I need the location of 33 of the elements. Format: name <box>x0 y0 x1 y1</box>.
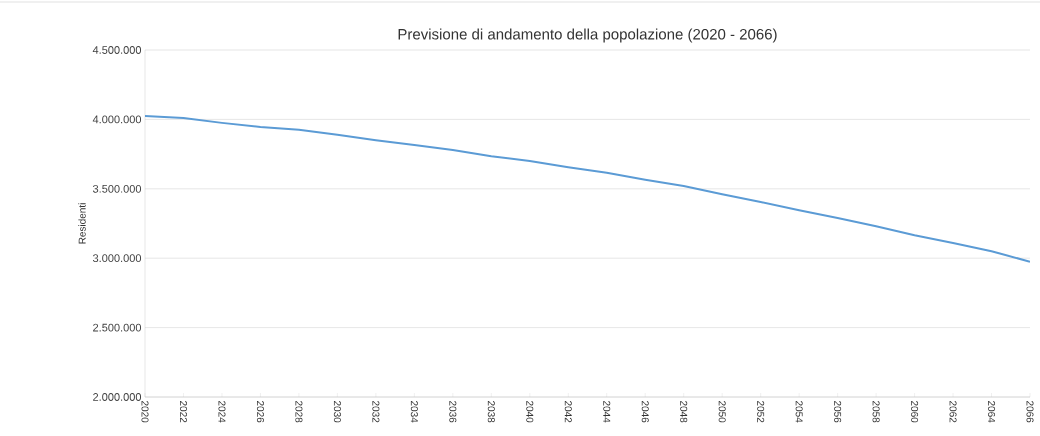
x-tick-label: 2034 <box>410 401 418 423</box>
y-tick-label: 2.500.000 <box>93 323 142 332</box>
x-tick-label: 2036 <box>449 401 457 423</box>
x-tick-label: 2040 <box>526 401 534 423</box>
x-tick-label: 2042 <box>564 401 572 423</box>
chart-title: Previsione di andamento della popolazione (2020 - 2066) <box>398 28 777 43</box>
y-tick-label: 4.000.000 <box>92 115 142 124</box>
x-tick-label: 2022 <box>179 401 188 423</box>
x-tick-label: 2058 <box>872 401 880 423</box>
y-tick-label: 3.500.000 <box>92 184 142 193</box>
x-tick-label: 2064 <box>987 401 996 423</box>
x-tick-label: 2056 <box>834 401 842 423</box>
y-tick-label: 4.500.000 <box>92 46 142 54</box>
x-tick-label: 2060 <box>911 401 919 423</box>
x-tick-label: 2052 <box>757 401 765 423</box>
x-tick-label: 2066 <box>1026 401 1034 423</box>
y-tick-label: 3.000.000 <box>92 254 142 263</box>
y-tick-label: 2.000.000 <box>93 393 142 401</box>
x-tick-label: 2028 <box>295 401 303 423</box>
x-tick-label: 2030 <box>333 401 341 423</box>
line-series <box>145 114 1031 263</box>
x-tick-label: 2032 <box>372 401 380 423</box>
x-tick-label: 2048 <box>680 401 688 423</box>
x-tick-label: 2026 <box>256 401 264 423</box>
y-axis-title: Residenti <box>78 203 86 244</box>
x-tick-label: 2062 <box>949 401 957 423</box>
x-tick-label: 2050 <box>718 401 726 423</box>
x-tick-label: 2054 <box>795 401 803 423</box>
x-tick-label: 2044 <box>603 401 611 423</box>
x-tick-label: 2046 <box>641 401 649 423</box>
x-tick-label: 2038 <box>487 401 495 423</box>
x-tick-label: 2020 <box>141 401 149 423</box>
x-tick-label: 2024 <box>218 401 226 423</box>
